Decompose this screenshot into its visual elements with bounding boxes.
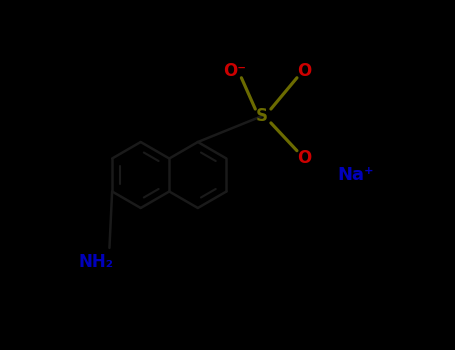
Text: S: S [256,107,268,125]
Text: O: O [297,62,311,80]
Text: NH₂: NH₂ [78,253,113,271]
Text: O⁻: O⁻ [223,62,246,80]
Text: O: O [297,149,311,167]
Text: Na⁺: Na⁺ [338,166,374,184]
